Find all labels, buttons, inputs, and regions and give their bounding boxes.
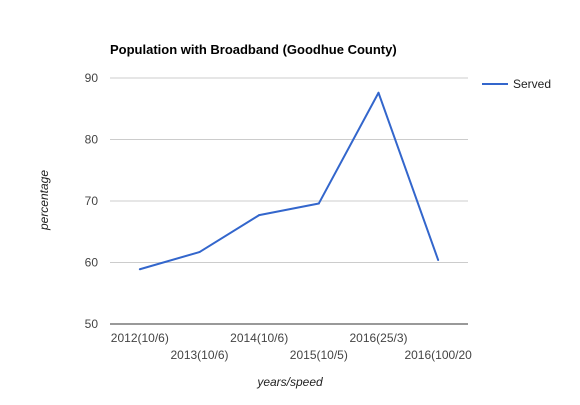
- data-point: [377, 91, 380, 94]
- data-point: [317, 202, 320, 205]
- x-tick-label: 2014(10/6): [230, 331, 288, 345]
- y-tick-label: 70: [85, 194, 99, 208]
- y-tick-label: 90: [85, 71, 99, 85]
- y-tick-label: 50: [85, 317, 99, 331]
- data-point: [437, 259, 440, 262]
- series-lines: [138, 91, 440, 271]
- legend-label-served: Served: [513, 77, 551, 91]
- x-tick-label: 2016(25/3): [349, 331, 407, 345]
- y-axis-title: percentage: [37, 170, 51, 231]
- data-point: [138, 268, 141, 271]
- x-axis-title: years/speed: [256, 375, 323, 389]
- gridlines: [110, 77, 468, 325]
- chart-title: Population with Broadband (Goodhue Count…: [110, 42, 397, 57]
- data-point: [258, 214, 261, 217]
- x-tick-label: 2015(10/5): [290, 348, 348, 362]
- x-axis-tick-labels: 2012(10/6)2013(10/6)2014(10/6)2015(10/5)…: [111, 331, 472, 362]
- x-tick-label: 2012(10/6): [111, 331, 169, 345]
- x-tick-label: 2013(10/6): [170, 348, 228, 362]
- y-tick-label: 60: [85, 256, 99, 270]
- legend: Served: [482, 77, 551, 91]
- series-line-served: [139, 91, 440, 271]
- x-tick-label: 2016(100/20: [404, 348, 472, 362]
- y-axis-tick-labels: 50 60 70 80 90: [85, 71, 99, 331]
- data-point: [198, 251, 201, 254]
- y-tick-label: 80: [85, 133, 99, 147]
